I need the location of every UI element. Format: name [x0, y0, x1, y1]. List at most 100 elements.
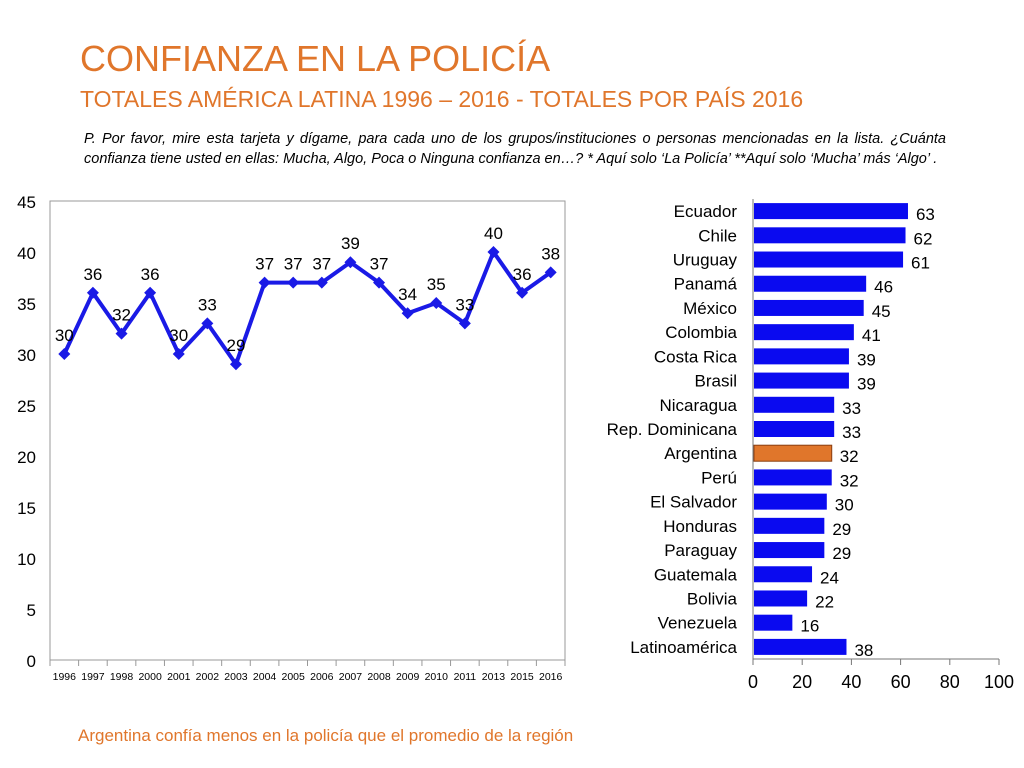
line-point: [487, 246, 500, 258]
bar: [754, 542, 825, 559]
line-x-tick-label: 2001: [167, 671, 191, 683]
bar: [754, 590, 808, 607]
bar-data-label: 41: [862, 326, 881, 345]
bar: [754, 421, 835, 437]
bar: [754, 614, 793, 631]
line-y-tick-label: 15: [17, 499, 36, 518]
bar-x-tick-label: 40: [841, 672, 861, 692]
bar-data-label: 29: [832, 544, 851, 563]
bar: [754, 566, 813, 583]
line-point: [115, 327, 128, 340]
bar-category-label: Nicaragua: [660, 396, 738, 415]
line-data-label: 36: [83, 265, 102, 284]
line-x-tick-label: 1997: [81, 671, 105, 683]
bar-data-label: 39: [857, 350, 876, 369]
bar: [754, 638, 847, 655]
bar: [754, 324, 854, 341]
bar-data-label: 61: [911, 254, 930, 273]
bar: [754, 469, 832, 486]
bar-category-label: El Salvador: [650, 493, 737, 512]
line-point: [544, 266, 557, 279]
page-subtitle: TOTALES AMÉRICA LATINA 1996 – 2016 - TOT…: [80, 86, 804, 112]
bar: [754, 517, 825, 534]
line-x-tick-label: 2016: [539, 671, 563, 683]
line-point: [144, 286, 157, 299]
line-y-tick-label: 40: [17, 244, 36, 263]
bar-data-label: 32: [840, 471, 859, 490]
question-text: P. Por favor, mire esta tarjeta y dígame…: [84, 131, 946, 167]
bar-category-label: Argentina: [664, 444, 737, 463]
bar: [754, 299, 864, 316]
line-point: [430, 297, 443, 309]
line-series: [62, 250, 552, 367]
bar-data-label: 30: [835, 496, 854, 515]
line-x-tick-label: 2005: [282, 671, 306, 683]
line-y-tick-label: 5: [27, 601, 36, 620]
bar-category-label: Ecuador: [674, 202, 738, 221]
line-data-label: 39: [341, 234, 360, 253]
line-data-label: 29: [227, 336, 246, 355]
bar: [753, 444, 833, 462]
line-point: [86, 286, 99, 299]
line-data-label: 38: [541, 244, 560, 263]
line-data-label: 40: [484, 224, 503, 243]
line-x-tick-label: 2004: [253, 671, 277, 683]
bar-data-label: 33: [842, 399, 861, 418]
bar-category-label: Chile: [698, 226, 737, 245]
line-data-label: 35: [427, 275, 446, 294]
bar: [754, 493, 827, 510]
line-point: [401, 307, 414, 320]
bar-category-label: Perú: [701, 468, 737, 487]
line-x-tick-label: 1998: [110, 671, 134, 683]
bar-data-label: 45: [872, 302, 891, 321]
line-x-tick-label: 2013: [482, 671, 506, 683]
bar-data-label: 46: [874, 278, 893, 297]
bar-data-label: 29: [832, 520, 851, 539]
bar-x-tick-label: 0: [748, 672, 758, 692]
line-data-label: 33: [198, 295, 217, 314]
bar: [754, 203, 908, 220]
line-x-tick-label: 2010: [425, 671, 449, 683]
line-x-tick-label: 2009: [396, 671, 420, 683]
bar-category-label: Venezuela: [658, 614, 738, 633]
bar-data-label: 24: [820, 568, 839, 587]
bar: [754, 251, 904, 268]
bar-chart: 0 20 40 60 80 100 Ecuador 63 Chile 62 Uruguay 61 Pan…: [607, 199, 1014, 692]
page-title: CONFIANZA EN LA POLICÍA: [80, 38, 551, 79]
line-y-tick-label: 30: [17, 346, 36, 365]
line-data-label: 32: [112, 306, 131, 325]
bar-category-label: Bolivia: [687, 589, 738, 608]
line-point: [229, 358, 242, 371]
bar-data-label: 22: [815, 592, 834, 611]
footer-note: Argentina confía menos en la policía que…: [78, 726, 574, 745]
line-x-tick-label: 2015: [510, 671, 534, 683]
line-point: [201, 317, 214, 330]
bar-category-label: Brasil: [694, 372, 737, 391]
bar-category-label: Honduras: [663, 517, 737, 536]
bar: [754, 227, 906, 244]
bar-category-label: Rep. Dominicana: [607, 420, 738, 439]
bar-data-label: 62: [914, 229, 933, 248]
line-x-tick-label: 2000: [138, 671, 162, 683]
line-y-tick-label: 20: [17, 448, 36, 467]
line-data-label: 37: [284, 255, 303, 274]
bar-category-label: Uruguay: [673, 251, 738, 270]
bar-x-tick-label: 100: [984, 672, 1014, 692]
line-data-label: 36: [141, 265, 160, 284]
bar-x-tick-label: 20: [792, 672, 812, 692]
bar-category-label: Latinoamérica: [630, 638, 737, 657]
bar-x-tick-label: 60: [891, 672, 911, 692]
bar-category-label: Panamá: [674, 275, 738, 294]
line-point: [373, 276, 386, 289]
line-data-label: 36: [513, 265, 532, 284]
line-data-label: 37: [312, 255, 331, 274]
bar-data-label: 32: [840, 447, 859, 466]
line-x-tick-label: 2007: [339, 671, 363, 683]
line-point: [315, 276, 328, 289]
bar-data-label: 16: [800, 617, 819, 636]
line-point: [344, 256, 357, 269]
bar: [754, 348, 849, 365]
line-chart: 0 5 10 15 20 25 30 35 40 45 1996 1997 1998 2000 2001 20…: [17, 193, 566, 683]
line-data-label: 33: [455, 295, 474, 314]
